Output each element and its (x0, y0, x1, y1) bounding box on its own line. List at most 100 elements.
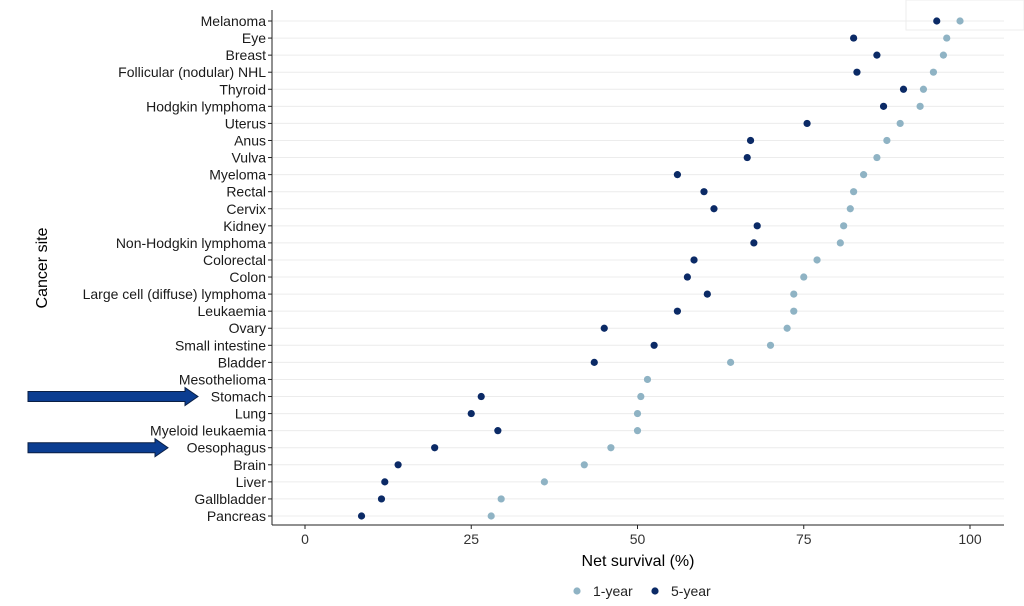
point-1-year (783, 324, 791, 332)
legend-box (905, 0, 1024, 31)
category-label: Kidney (223, 218, 266, 234)
category-label: Bladder (218, 354, 267, 370)
x-axis-title: Net survival (%) (582, 553, 695, 570)
category-label: Small intestine (175, 337, 266, 353)
point-1-year (643, 375, 652, 384)
point-1-year (836, 239, 844, 247)
category-label: Large cell (diffuse) lymphoma (83, 286, 267, 302)
point-1-year (727, 358, 735, 366)
point-5-year (394, 461, 402, 469)
arrow-oesophagus (27, 437, 169, 458)
legend-swatch (573, 587, 581, 595)
point-1-year (790, 290, 798, 298)
category-label: Gallbladder (194, 491, 266, 507)
point-1-year (790, 307, 798, 315)
annotation-arrows (27, 386, 199, 458)
point-5-year (803, 119, 811, 128)
legend-swatch (651, 587, 659, 595)
point-1-year (800, 273, 808, 281)
category-label: Colorectal (203, 252, 266, 268)
point-5-year (431, 444, 439, 452)
legend-label: 5-year (671, 583, 711, 599)
point-1-year (850, 188, 858, 196)
y-axis-title: Cancer site (34, 227, 51, 308)
x-tick-label: 50 (630, 531, 646, 547)
point-1-year (956, 17, 964, 25)
category-label: Follicular (nodular) NHL (118, 64, 266, 80)
point-5-year (850, 34, 858, 42)
point-1-year (487, 512, 495, 520)
point-1-year (607, 444, 615, 452)
point-5-year (377, 495, 386, 503)
point-5-year (673, 171, 682, 179)
x-tick-labels: 0 25 50 75 100 (301, 525, 982, 547)
point-1-year (813, 256, 821, 264)
point-5-year (743, 153, 751, 162)
point-5-year (690, 256, 698, 264)
point-1-year (860, 171, 868, 179)
point-1-year (943, 34, 951, 42)
point-5-year (753, 222, 761, 230)
point-5-year (700, 188, 708, 196)
point-1-year (840, 222, 848, 230)
category-label: Mesothelioma (179, 371, 266, 387)
point-5-year (467, 409, 475, 418)
point-1-year (766, 341, 775, 349)
point-5-year (590, 358, 598, 366)
category-label: Uterus (225, 115, 266, 131)
category-label: Hodgkin lymphoma (146, 98, 266, 114)
category-label: Colon (229, 269, 266, 285)
category-label: Eye (242, 30, 266, 46)
x-tick-label: 100 (958, 531, 982, 547)
category-label: Brain (233, 457, 266, 473)
point-1-year (919, 85, 928, 93)
category-label: Myeloid leukaemia (150, 423, 266, 439)
category-label: Non-Hodgkin lymphoma (116, 235, 266, 251)
category-label: Myeloma (209, 167, 266, 183)
point-1-year (846, 205, 854, 213)
point-5-year (357, 512, 366, 520)
category-label: Thyroid (219, 81, 266, 97)
point-1-year (939, 51, 948, 59)
point-5-year (494, 427, 502, 435)
point-5-year (650, 341, 658, 349)
point-1-year (873, 153, 881, 162)
point-1-year (896, 119, 904, 128)
data-points (357, 17, 964, 520)
point-5-year (899, 85, 908, 93)
category-label: Lung (235, 406, 266, 422)
x-tick-label: 75 (796, 531, 812, 547)
point-5-year (710, 205, 718, 213)
point-1-year (929, 68, 938, 76)
category-label: Ovary (229, 320, 266, 336)
point-5-year (477, 392, 485, 401)
point-1-year (580, 461, 588, 469)
category-label: Vulva (231, 150, 266, 166)
category-label: Melanoma (201, 13, 267, 29)
legend: 1-year 5-year (573, 583, 711, 599)
category-label: Breast (226, 47, 267, 63)
category-label: Cervix (226, 201, 266, 217)
point-5-year (683, 273, 691, 281)
point-5-year (600, 324, 608, 332)
category-label: Liver (236, 474, 267, 490)
point-1-year (633, 409, 642, 418)
category-label: Oesophagus (187, 440, 266, 456)
gridlines (273, 20, 1004, 517)
point-5-year (381, 478, 389, 486)
point-5-year (673, 307, 682, 315)
point-1-year (633, 427, 642, 435)
category-label: Anus (234, 132, 266, 148)
category-label: Leukaemia (198, 303, 267, 319)
point-1-year (637, 392, 645, 401)
point-1-year (916, 102, 924, 110)
category-label: Pancreas (207, 508, 266, 524)
point-5-year (750, 239, 758, 247)
point-5-year (873, 51, 881, 59)
point-1-year (883, 136, 891, 145)
point-5-year (746, 136, 755, 145)
point-5-year (853, 68, 861, 76)
point-1-year (497, 495, 505, 503)
